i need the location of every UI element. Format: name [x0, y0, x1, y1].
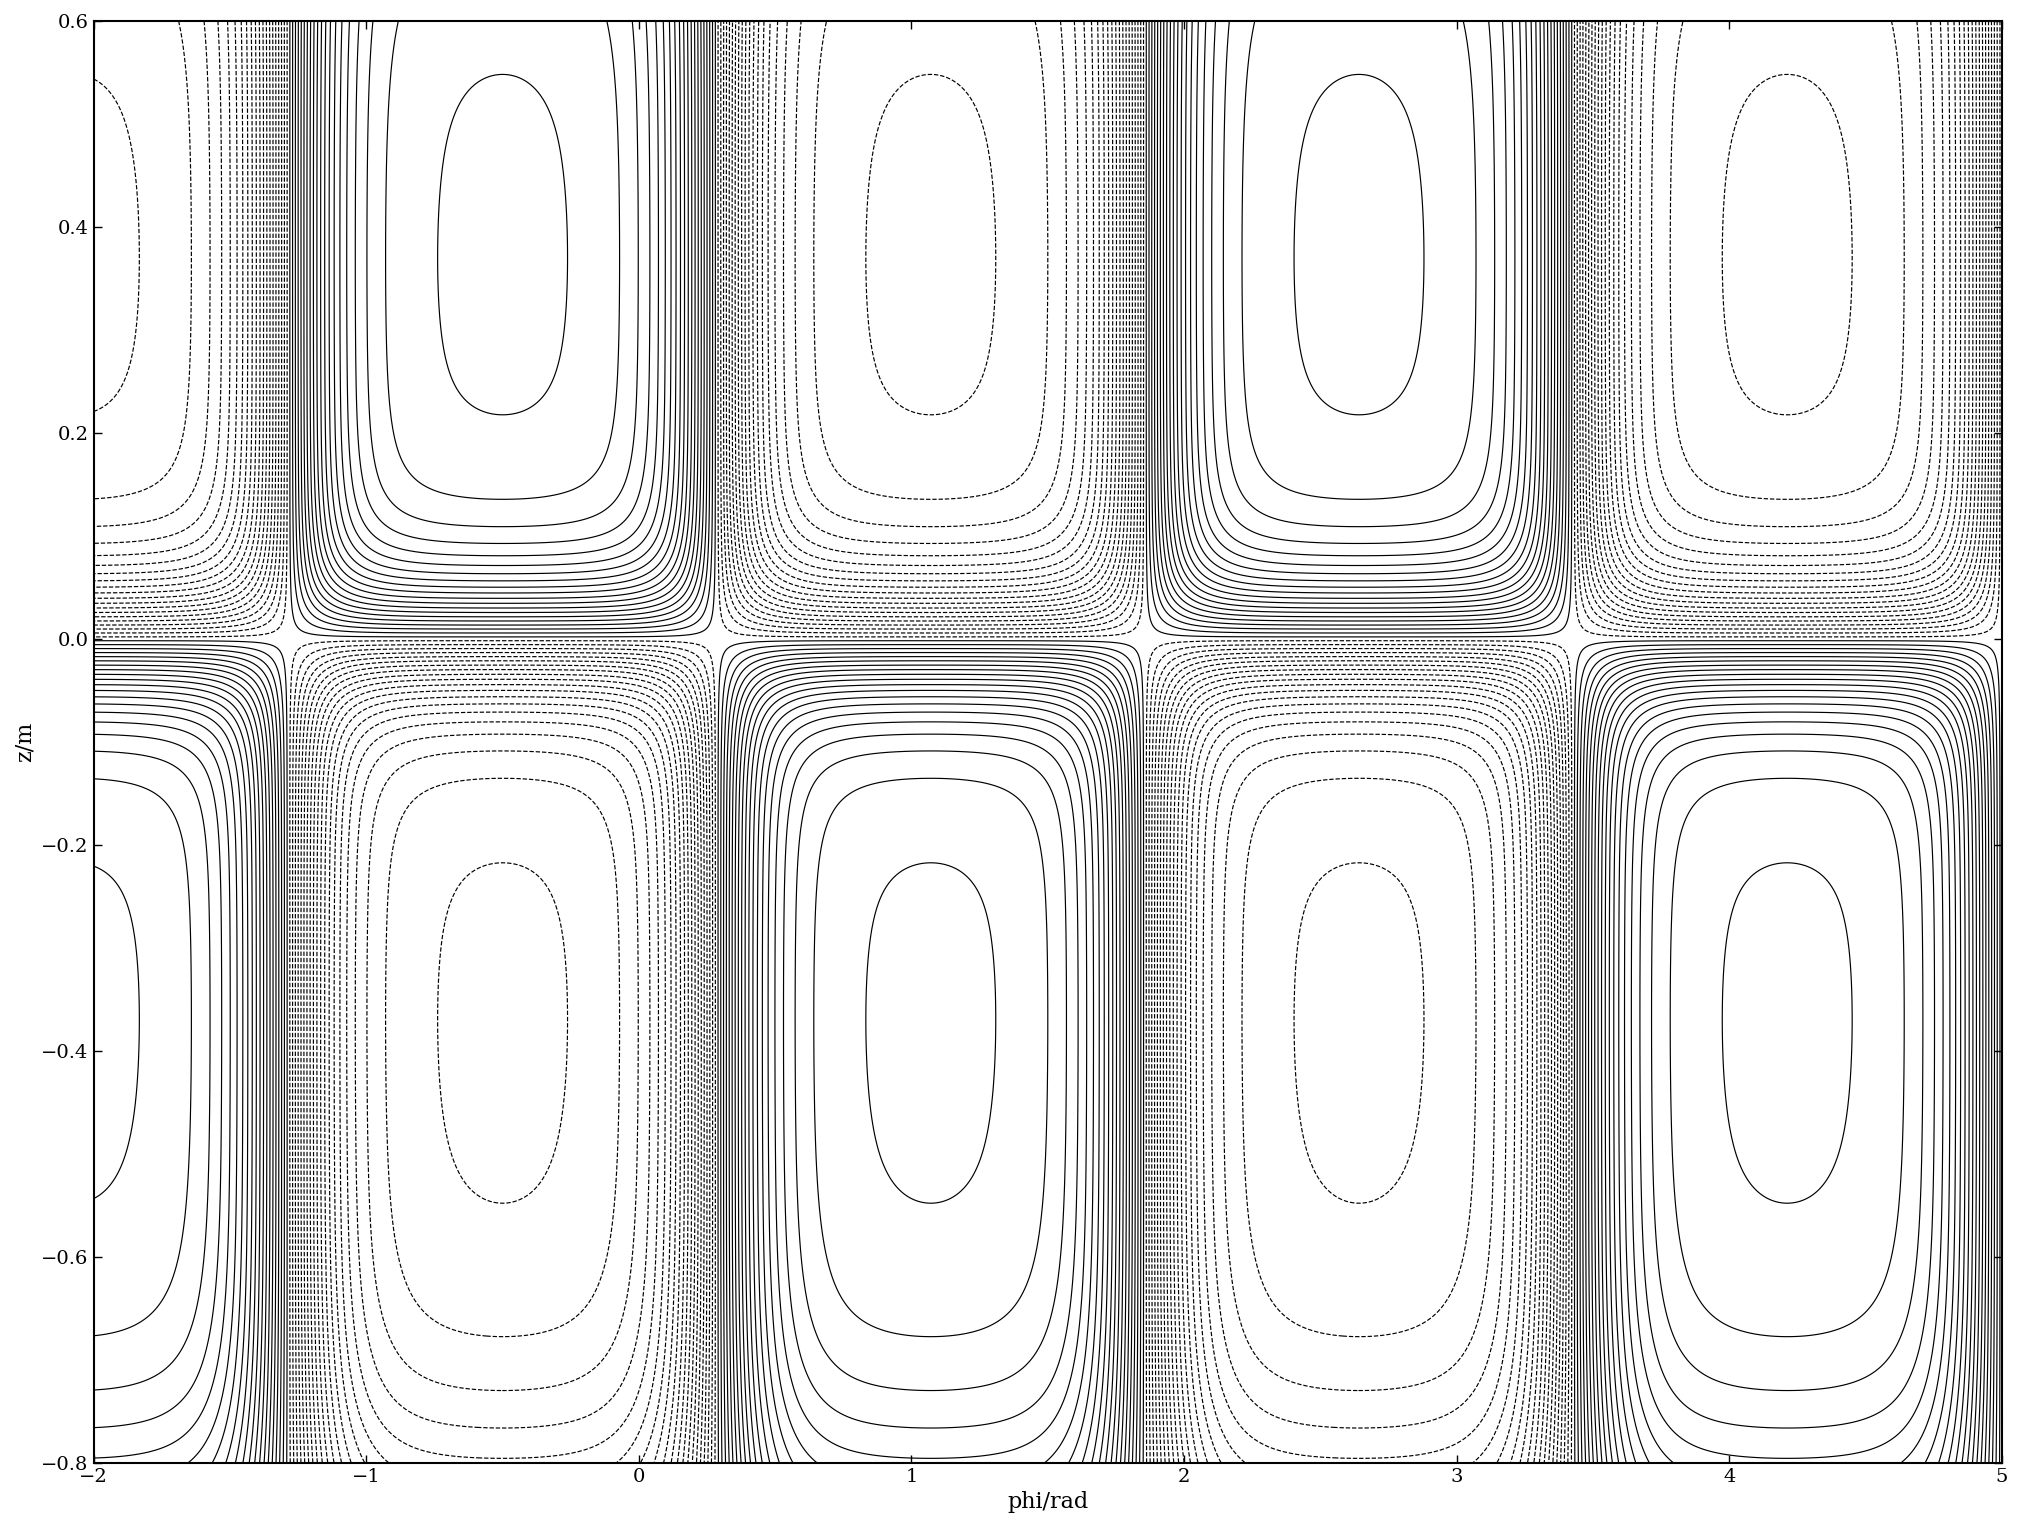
X-axis label: phi/rad: phi/rad	[1007, 1490, 1088, 1513]
Y-axis label: z/m: z/m	[14, 722, 36, 762]
